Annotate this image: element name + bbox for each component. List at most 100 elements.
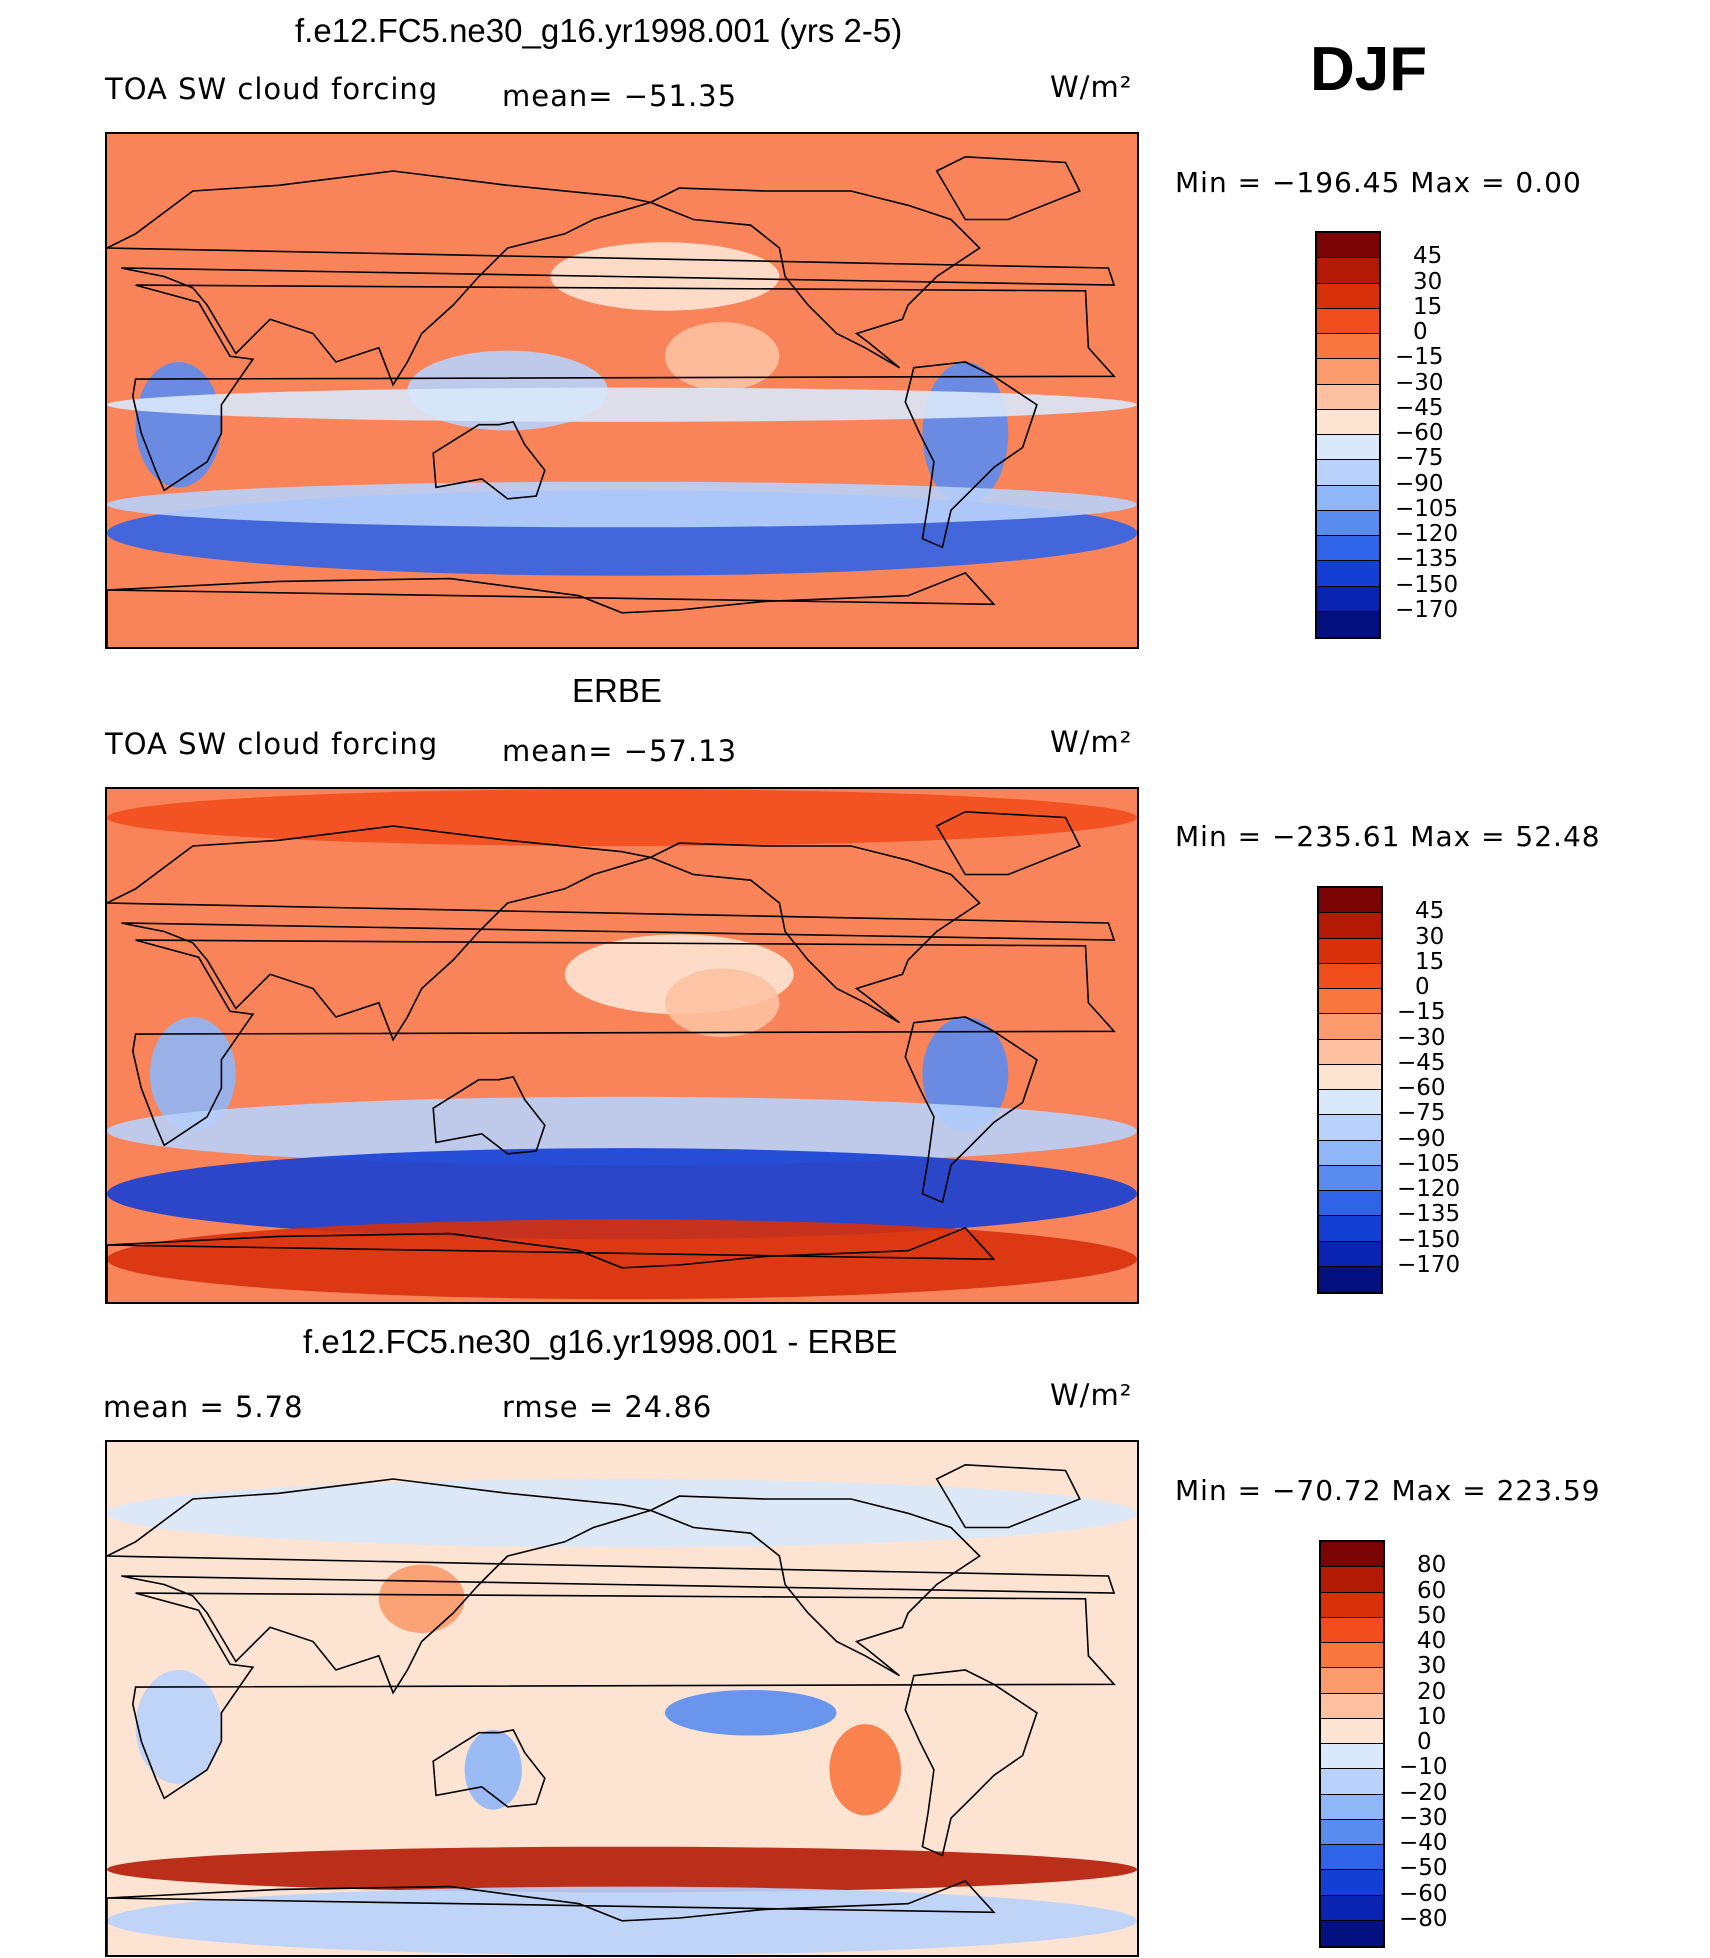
colorbar-swatch [1317,460,1379,486]
field-region-4 [464,1729,522,1810]
continent-africa-outline [131,284,1116,492]
colorbar-tick-label: −10 [1399,1754,1448,1781]
field-region-2 [664,1689,837,1736]
colorbar-swatch [1317,561,1379,587]
panel-1-title: f.e12.FC5.ne30_g16.yr1998.001 (yrs 2-5) [295,12,903,49]
colorbar-swatch [1321,1819,1383,1845]
colorbar-tick-label: 0 [1415,974,1430,1000]
season-label: DJF [1310,35,1428,104]
colorbar-tick-label: 45 [1415,898,1445,925]
colorbar-swatch [1321,1870,1383,1896]
panel-2-units: W/m² [1050,725,1133,759]
colorbar-tick-label: 30 [1415,923,1445,950]
colorbar-tick-label: −105 [1397,1150,1461,1177]
colorbar-swatch [1317,308,1379,334]
colorbar-swatch [1319,1064,1381,1090]
continent-africa-outline [131,1592,1116,1800]
continent-south-america-outline [904,1669,1038,1857]
colorbar-swatch [1317,283,1379,309]
colorbar-swatch [1317,409,1379,435]
colorbar-tick-label: −15 [1395,344,1444,371]
colorbar-tick-label: −75 [1397,1100,1446,1127]
colorbar-tick-label: −30 [1395,369,1444,396]
colorbar-swatch [1321,1542,1383,1568]
colorbar-swatch [1319,1216,1381,1242]
field-region-3 [829,1724,901,1816]
colorbar-swatch [1321,1920,1383,1946]
colorbar-swatch [1317,233,1379,259]
panel-3-min-max: Min = −70.72 Max = 223.59 [1175,1474,1601,1507]
colorbar-tick-label: −60 [1395,420,1444,446]
field-region-7 [107,387,1137,422]
colorbar-swatch [1321,1668,1383,1694]
panel-2-colorbar [1317,886,1383,1294]
colorbar-tick-label: −15 [1397,999,1446,1026]
colorbar-tick-label: −135 [1397,1201,1461,1228]
field-region-1 [378,1564,465,1633]
colorbar-tick-label: 60 [1417,1577,1447,1604]
continent-antarctica-outline [107,1226,996,1302]
field-region-6 [107,1846,1137,1893]
field-region-6 [107,1148,1137,1240]
colorbar-swatch [1321,1744,1383,1770]
colorbar-tick-label: −120 [1397,1176,1461,1202]
continent-eurasia-outline [107,825,1116,1042]
continent-antarctica-outline [107,571,996,647]
colorbar-tick-label: −30 [1399,1804,1448,1831]
panel-1-colorbar [1315,231,1381,639]
colorbar-swatch [1317,334,1379,360]
colorbar-tick-label: −90 [1397,1125,1446,1152]
continent-australia-outline [432,1728,546,1808]
panel-2-variable-label: TOA SW cloud forcing [105,727,439,761]
colorbar-swatch [1319,888,1381,914]
colorbar-tick-label: 40 [1417,1628,1447,1654]
colorbar-tick-label: −45 [1395,394,1444,421]
colorbar-swatch [1319,1165,1381,1191]
continent-north-america-outline [648,187,981,369]
panel-2-map-svg [107,789,1137,1302]
field-region-6 [107,481,1137,528]
colorbar-swatch [1317,485,1379,511]
colorbar-swatch [1321,1718,1383,1744]
colorbar-swatch [1321,1592,1383,1618]
colorbar-swatch [1319,1039,1381,1065]
panel-1-map [105,132,1139,649]
colorbar-swatch [1321,1617,1383,1643]
field-region-0 [107,1479,1137,1548]
colorbar-tick-label: 45 [1413,243,1443,270]
colorbar-swatch [1317,384,1379,410]
colorbar-swatch [1319,1115,1381,1141]
colorbar-swatch [1317,536,1379,562]
continent-eurasia-outline [107,1478,1116,1695]
colorbar-swatch [1321,1643,1383,1669]
continent-north-america-outline [648,842,981,1024]
continent-eurasia-outline [107,170,1116,387]
field-region-3 [922,362,1009,505]
colorbar-swatch [1319,1014,1381,1040]
colorbar-swatch [1317,611,1379,637]
colorbar-tick-label: 10 [1417,1703,1447,1730]
continent-greenland-outline [935,155,1081,221]
colorbar-swatch [1319,913,1381,939]
colorbar-tick-label: −150 [1397,1226,1461,1253]
panel-1-variable-label: TOA SW cloud forcing [105,72,439,106]
continent-south-america-outline [904,361,1038,549]
panel-3-colorbar [1319,1540,1385,1948]
continent-africa-outline [131,939,1116,1147]
continent-antarctica-outline [107,1879,996,1955]
panel-1-map-svg [107,134,1137,647]
panel-1-mean: mean= −51.35 [502,79,738,113]
panel-2-min-max: Min = −235.61 Max = 52.48 [1175,820,1601,853]
colorbar-swatch [1321,1567,1383,1593]
colorbar-swatch [1317,359,1379,385]
colorbar-tick-label: −90 [1395,470,1444,497]
continent-greenland-outline [935,810,1081,876]
field-region-5 [107,1096,1137,1166]
colorbar-tick-label: −120 [1395,521,1459,547]
colorbar-tick-label: −60 [1397,1075,1446,1101]
colorbar-swatch [1321,1769,1383,1795]
panel-1-units: W/m² [1050,70,1133,104]
colorbar-tick-label: −20 [1399,1779,1448,1806]
colorbar-swatch [1319,1140,1381,1166]
field-region-0 [107,789,1137,846]
